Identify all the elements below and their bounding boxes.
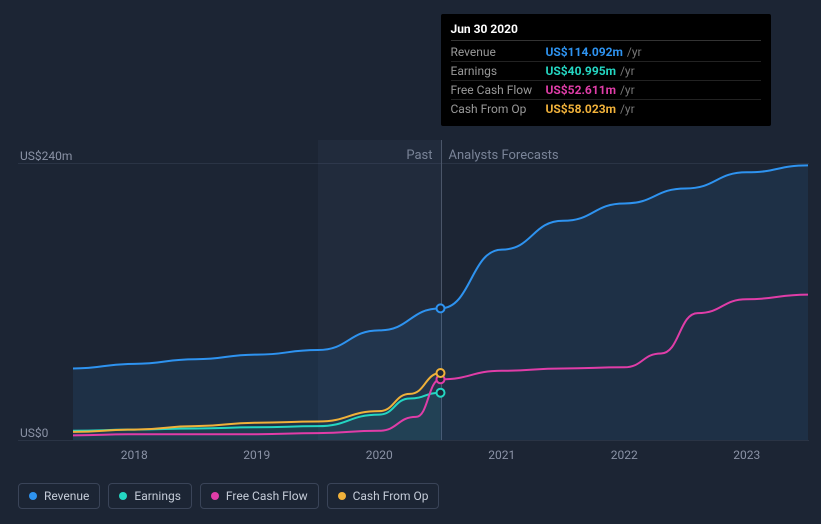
- legend-item-revenue[interactable]: Revenue: [18, 483, 100, 509]
- legend-label: Revenue: [44, 489, 89, 503]
- x-axis-label: 2023: [733, 448, 760, 462]
- legend-label: Cash From Op: [353, 489, 429, 503]
- tooltip-value: US$40.995m: [546, 64, 616, 78]
- tooltip-unit: /yr: [620, 64, 635, 78]
- marker-earnings: [437, 389, 445, 397]
- x-axis-label: 2021: [488, 448, 515, 462]
- legend-item-earnings[interactable]: Earnings: [108, 483, 192, 509]
- x-axis-label: 2022: [611, 448, 638, 462]
- marker-revenue: [437, 304, 445, 312]
- tooltip: Jun 30 2020 RevenueUS$114.092m/yrEarning…: [441, 14, 771, 126]
- tooltip-unit: /yr: [627, 45, 642, 59]
- legend-label: Free Cash Flow: [226, 489, 308, 503]
- legend: Revenue Earnings Free Cash Flow Cash From O…: [18, 483, 439, 509]
- x-axis-label: 2018: [121, 448, 148, 462]
- tooltip-unit: /yr: [620, 83, 635, 97]
- tooltip-value: US$58.023m: [546, 102, 616, 116]
- x-axis-label: 2019: [243, 448, 270, 462]
- legend-item-free-cash-flow[interactable]: Free Cash Flow: [200, 483, 319, 509]
- legend-label: Earnings: [134, 489, 181, 503]
- y-axis-label: US$0: [20, 426, 48, 440]
- tooltip-unit: /yr: [620, 102, 635, 116]
- tooltip-label: Earnings: [451, 64, 546, 78]
- legend-dot: [119, 492, 127, 500]
- tooltip-label: Free Cash Flow: [451, 83, 546, 97]
- tooltip-label: Revenue: [451, 45, 546, 59]
- tooltip-row: RevenueUS$114.092m/yr: [451, 43, 761, 62]
- tooltip-title: Jun 30 2020: [451, 22, 761, 41]
- tooltip-row: Free Cash FlowUS$52.611m/yr: [451, 81, 761, 100]
- x-axis-label: 2020: [366, 448, 393, 462]
- tooltip-value: US$52.611m: [546, 83, 616, 97]
- marker-cfo: [437, 369, 445, 377]
- tooltip-row: EarningsUS$40.995m/yr: [451, 62, 761, 81]
- tooltip-label: Cash From Op: [451, 102, 546, 116]
- legend-dot: [338, 492, 346, 500]
- chart-container: Past Analysts Forecasts US$0US$240m 2018…: [18, 0, 809, 524]
- legend-item-cash-from-op[interactable]: Cash From Op: [327, 483, 440, 509]
- tooltip-value: US$114.092m: [546, 45, 623, 59]
- legend-dot: [29, 492, 37, 500]
- tooltip-row: Cash From OpUS$58.023m/yr: [451, 100, 761, 118]
- legend-dot: [211, 492, 219, 500]
- y-axis-label: US$240m: [20, 149, 72, 163]
- plot-area[interactable]: Past Analysts Forecasts US$0US$240m 2018…: [18, 0, 809, 440]
